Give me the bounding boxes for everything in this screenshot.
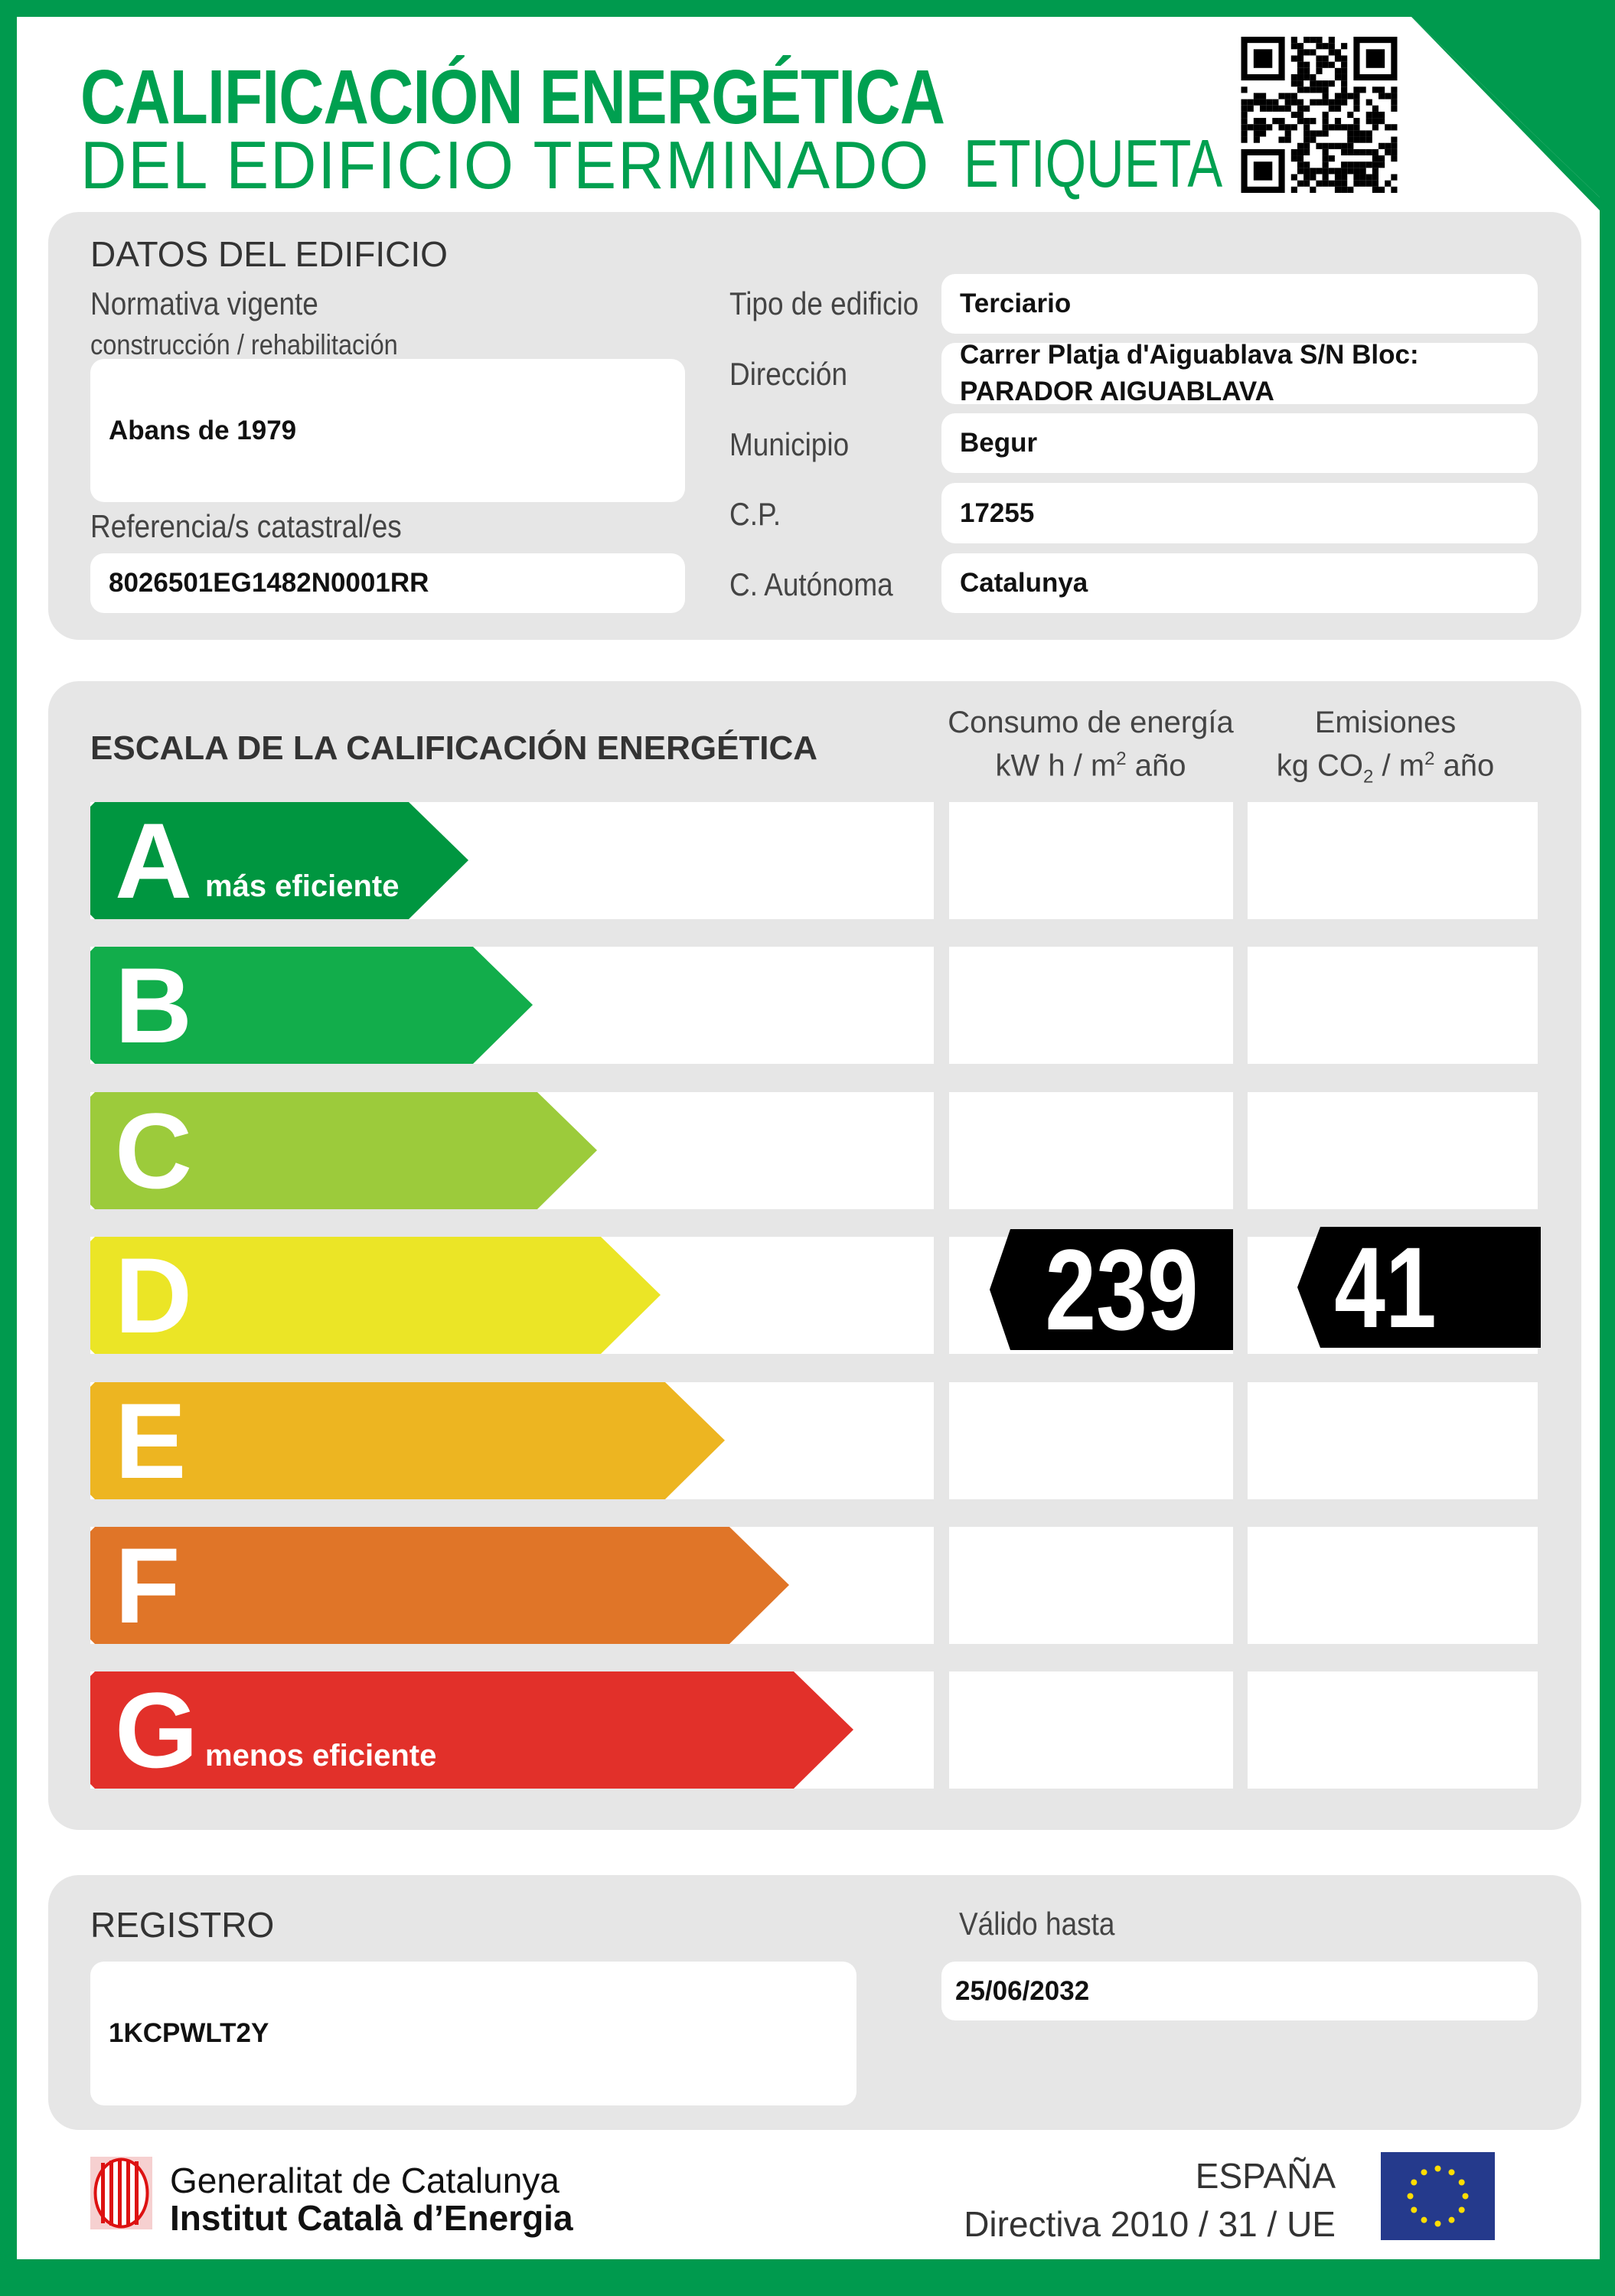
emisiones-unit-b: / m	[1373, 748, 1425, 783]
emisiones-cell-b	[1248, 947, 1538, 1065]
rating-letter: A	[115, 801, 193, 921]
consumo-unit-sup: 2	[1116, 748, 1127, 769]
qr-code[interactable]	[1240, 37, 1398, 193]
direccion-value-line1: Carrer Platja d'Aiguablava S/N Bloc:	[960, 340, 1419, 370]
emisiones-unit-a: kg CO	[1276, 748, 1364, 783]
consumo-unit-b: año	[1126, 748, 1186, 783]
referencia-value: 8026501EG1482N0001RR	[90, 553, 685, 613]
rating-letter: G	[115, 1670, 198, 1791]
title-line2: DEL EDIFICIO TERMINADO	[80, 127, 931, 203]
valido-value: 25/06/2032	[941, 1962, 1538, 2020]
consumo-badge	[990, 1229, 1233, 1351]
direccion-value-line2: PARADOR AIGUABLAVA	[960, 377, 1274, 406]
frame-border-right	[1600, 0, 1615, 2296]
tipo-value: Terciario	[941, 274, 1538, 334]
rating-arrow-b	[90, 947, 533, 1065]
rating-letter: E	[115, 1380, 187, 1501]
cp-value: 17255	[941, 483, 1538, 543]
rating-sublabel: más eficiente	[205, 869, 400, 903]
consumo-unit: kW h / m2 año	[918, 748, 1263, 783]
consumo-cell-b	[949, 947, 1233, 1065]
cp-label: C.P.	[729, 496, 781, 532]
normativa-label-2: construcción / rehabilitación	[90, 329, 398, 360]
generalitat-logo-icon	[90, 2157, 152, 2229]
municipio-value-text: Begur	[960, 428, 1038, 458]
frame-border-left	[0, 0, 17, 2296]
consumo-unit-a: kW h / m	[995, 748, 1117, 783]
emisiones-value: 41	[1334, 1223, 1437, 1352]
emisiones-badge	[1297, 1227, 1541, 1349]
cp-value-text: 17255	[960, 497, 1035, 528]
direccion-value: Carrer Platja d'Aiguablava S/N Bloc: PARA…	[941, 340, 1538, 406]
autonoma-label: C. Autónoma	[729, 566, 893, 602]
municipio-value: Begur	[941, 413, 1538, 473]
registro-value: 1KCPWLT2Y	[90, 1962, 856, 2105]
emisiones-unit-sup: 2	[1424, 748, 1435, 769]
rating-sublabel: menos eficiente	[205, 1739, 437, 1773]
consumo-cell-a	[949, 802, 1233, 919]
datos-title: DATOS DEL EDIFICIO	[90, 234, 448, 274]
org-line1: Generalitat de Catalunya	[170, 2161, 560, 2200]
etiqueta-label: ETIQUETA	[964, 126, 1223, 201]
rating-arrow-d	[90, 1237, 661, 1355]
org-line2: Institut Català d’Energia	[170, 2198, 573, 2238]
consumo-cell-e	[949, 1381, 1233, 1499]
consumo-value: 239	[1045, 1225, 1199, 1355]
rating-arrow-c	[90, 1091, 597, 1209]
escala-title: ESCALA DE LA CALIFICACIÓN ENERGÉTICA	[90, 729, 818, 767]
consumo-cell-c	[949, 1091, 1233, 1209]
municipio-label: Municipio	[729, 426, 850, 462]
emisiones-cell-f	[1248, 1527, 1538, 1644]
normativa-label: Normativa vigente	[90, 285, 318, 321]
rating-letter: C	[115, 1090, 193, 1211]
consumo-header: Consumo de energía	[948, 706, 1234, 739]
emisiones-unit-sub: 2	[1363, 766, 1374, 788]
frame-border-top	[0, 0, 1615, 17]
emisiones-cell-a	[1248, 802, 1538, 919]
valido-label: Válido hasta	[959, 1906, 1115, 1942]
emisiones-unit: kg CO2 / m2 año	[1213, 748, 1558, 788]
valido-value-text: 25/06/2032	[955, 1975, 1090, 2006]
rating-arrow-e	[90, 1381, 725, 1499]
consumo-cell-g	[949, 1671, 1233, 1789]
eu-flag-icon	[1381, 2152, 1495, 2240]
rating-arrow-f	[90, 1527, 789, 1644]
directive-label: Directiva 2010 / 31 / UE	[964, 2204, 1336, 2244]
referencia-value-text: 8026501EG1482N0001RR	[109, 568, 429, 598]
emisiones-unit-c: año	[1434, 748, 1495, 783]
rating-arrow-a	[90, 802, 468, 919]
consumo-cell-f	[949, 1527, 1233, 1644]
title-line1: CALIFICACIÓN ENERGÉTICA	[80, 54, 945, 140]
rating-letter: B	[115, 945, 193, 1066]
referencia-label: Referencia/s catastral/es	[90, 508, 402, 544]
registro-label: REGISTRO	[90, 1905, 275, 1945]
rating-letter: F	[115, 1525, 181, 1645]
frame-border-bottom	[0, 2259, 1615, 2296]
rating-letter: D	[115, 1235, 193, 1356]
emisiones-cell-c	[1248, 1091, 1538, 1209]
emisiones-cell-e	[1248, 1381, 1538, 1499]
rating-arrow-g	[90, 1671, 853, 1789]
emisiones-cell-g	[1248, 1671, 1538, 1789]
autonoma-value-text: Catalunya	[960, 568, 1088, 598]
normativa-value: Abans de 1979	[90, 359, 685, 502]
normativa-value-text: Abans de 1979	[109, 415, 297, 445]
tipo-value-text: Terciario	[960, 289, 1072, 318]
tipo-label: Tipo de edificio	[729, 285, 919, 321]
corner-triangle	[1410, 0, 1615, 212]
direccion-label: Dirección	[729, 356, 848, 392]
country-label: ESPAÑA	[1195, 2156, 1336, 2196]
emisiones-header: Emisiones	[1314, 706, 1457, 739]
registro-value-text: 1KCPWLT2Y	[109, 2018, 269, 2048]
autonoma-value: Catalunya	[941, 553, 1538, 613]
